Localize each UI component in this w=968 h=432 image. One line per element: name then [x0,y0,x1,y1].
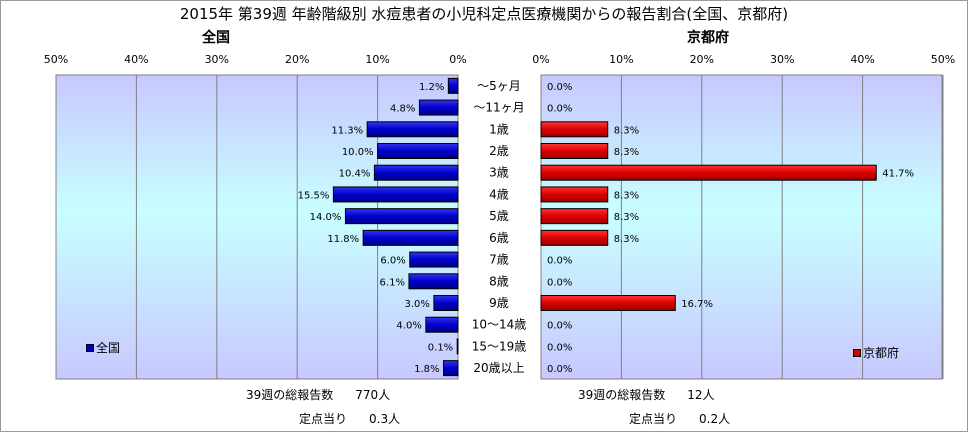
x-tick-label-kyoto: 0% [532,53,549,66]
legend-swatch-kyoto [853,348,861,357]
category-label: 3歳 [489,166,509,180]
data-label-national: 15.5% [298,190,330,201]
bar-kyoto [540,208,609,225]
data-label-national: 11.8% [327,234,359,245]
data-label-national: 11.3% [331,125,363,136]
data-label-kyoto: 0.0% [547,342,572,353]
legend-kyoto: 京都府 [853,344,899,361]
category-label: 15～19歳 [472,339,527,353]
x-tick-label-kyoto: 10% [609,53,633,66]
data-label-kyoto: 16.7% [681,299,713,310]
legend-label-kyoto: 京都府 [863,346,900,360]
footer-kyoto-per: 定点当り 0.2人 [629,410,730,427]
category-label: 5歳 [489,209,509,223]
bar-national [443,360,459,377]
panel-title-national: 全国 [202,30,230,46]
data-label-kyoto: 8.3% [614,234,639,245]
data-label-national: 10.4% [339,169,371,180]
category-label: 6歳 [489,231,509,245]
bar-national [366,121,459,138]
bar-national [373,164,459,181]
panel-title-kyoto: 京都府 [687,30,729,46]
category-label: 4歳 [489,187,509,201]
bar-national [425,316,459,333]
bar-national [447,77,459,94]
chart-title: 2015年 第39週 年齢階級別 水痘患者の小児科定点医療機関からの報告割合(全… [179,5,789,23]
bar-national [332,186,459,203]
category-label: 10～14歳 [472,318,527,332]
category-label: ～5ヶ月 [477,79,521,93]
category-label: 20歳以上 [473,361,524,375]
footer-national-per-value: 0.3人 [369,412,401,426]
footer-kyoto-per-label: 定点当り [629,412,678,426]
bar-national [418,99,459,116]
data-label-kyoto: 0.0% [547,277,572,288]
bar-kyoto [540,164,877,181]
plot-area-national [55,74,459,380]
x-tick-label-national: 30% [205,53,229,66]
footer-kyoto-total-label: 39週の総報告数 [578,388,666,402]
category-label: 1歳 [489,122,509,136]
bar-kyoto [540,121,609,138]
data-label-kyoto: 8.3% [614,147,639,158]
data-label-national: 14.0% [310,212,342,223]
footer-kyoto-total: 39週の総報告数 12人 [578,386,715,403]
plot-area-kyoto [540,74,943,380]
data-label-kyoto: 0.0% [547,321,572,332]
x-tick-label-national: 40% [124,53,148,66]
data-label-national: 4.0% [396,321,421,332]
category-label: 2歳 [489,144,509,158]
footer-kyoto-total-value: 12人 [687,388,715,402]
footer-national-per: 定点当り 0.3人 [299,410,400,427]
category-label: 9歳 [489,296,509,310]
x-tick-label-national: 50% [44,53,68,66]
data-label-kyoto: 0.0% [547,256,572,267]
category-label: 8歳 [489,274,509,288]
x-tick-label-kyoto: 40% [850,53,874,66]
data-label-kyoto: 8.3% [614,125,639,136]
data-label-kyoto: 0.0% [547,82,572,93]
footer-national-per-label: 定点当り [299,412,348,426]
x-tick-label-national: 0% [449,53,466,66]
legend-label-national: 全国 [96,341,121,355]
x-tick-label-national: 20% [285,53,309,66]
bar-national [408,273,459,290]
bar-national [362,229,459,246]
bar-kyoto [540,186,609,203]
data-label-national: 6.0% [380,256,405,267]
data-label-national: 3.0% [404,299,429,310]
data-label-kyoto: 41.7% [882,169,914,180]
x-tick-label-kyoto: 50% [931,53,955,66]
data-label-kyoto: 0.0% [547,104,572,115]
footer-kyoto-per-value: 0.2人 [699,412,731,426]
footer-national-total-value: 770人 [355,388,391,402]
footer-national-total: 39週の総報告数 770人 [246,386,390,403]
data-label-kyoto: 8.3% [614,190,639,201]
footer-national-total-label: 39週の総報告数 [246,388,334,402]
bar-kyoto [540,229,609,246]
data-label-national: 4.8% [390,104,415,115]
bar-national [377,143,459,159]
data-label-national: 6.1% [380,277,405,288]
data-label-kyoto: 8.3% [614,212,639,223]
category-label: ～11ヶ月 [473,101,524,115]
category-label: 7歳 [489,253,509,267]
bar-national [433,295,459,311]
data-label-national: 1.8% [414,364,439,375]
data-label-national: 10.0% [342,147,374,158]
x-tick-label-kyoto: 20% [690,53,714,66]
x-tick-label-kyoto: 30% [770,53,794,66]
data-label-kyoto: 0.0% [547,364,572,375]
legend-swatch-national [86,343,94,352]
bar-national [344,208,459,225]
legend-national: 全国 [86,339,120,356]
bar-kyoto [540,295,676,311]
data-label-national: 1.2% [419,82,444,93]
bar-national [456,338,459,355]
bar-national [409,251,459,268]
data-label-national: 0.1% [428,342,453,353]
x-tick-label-national: 10% [365,53,389,66]
bar-kyoto [540,143,609,159]
